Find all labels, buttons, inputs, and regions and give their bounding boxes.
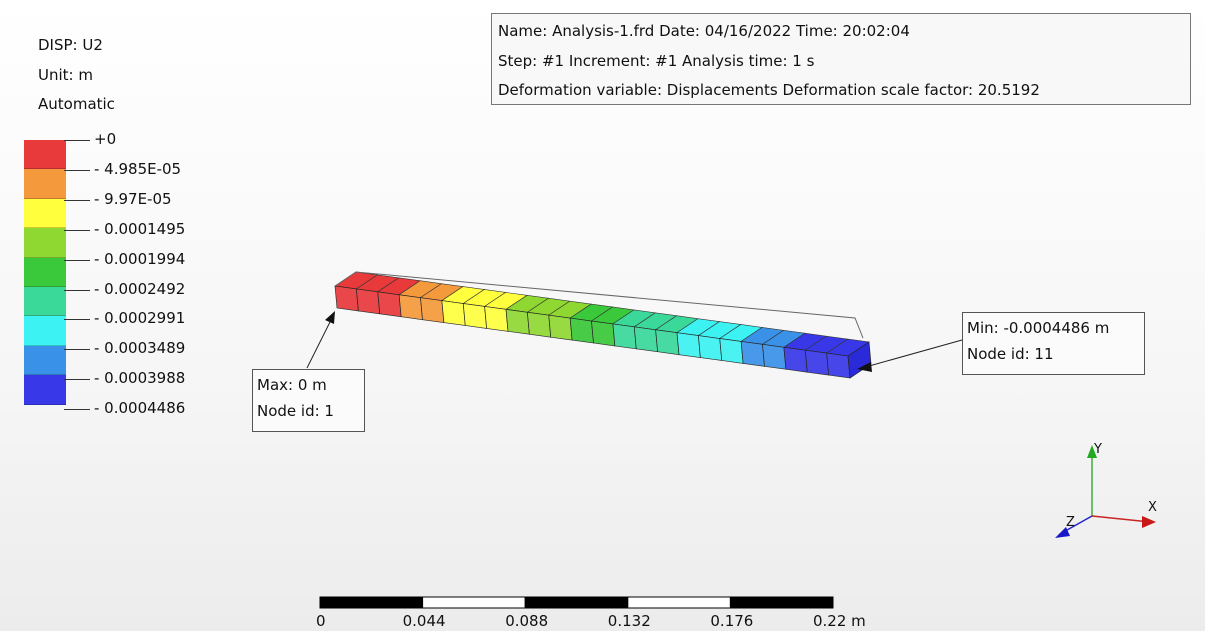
- beam-element-front: [612, 323, 637, 350]
- beam-element-front: [420, 297, 445, 323]
- triad-y-label: Y: [1094, 442, 1102, 457]
- beam-element-front: [804, 349, 830, 376]
- legend-tick-label: - 4.985E-05: [94, 159, 182, 178]
- legend-tick-mark: [64, 140, 90, 141]
- legend-tick-label: +0: [94, 130, 117, 148]
- legend-swatch: [24, 228, 66, 258]
- legend-tick-mark: [64, 319, 90, 321]
- legend-swatch: [24, 257, 66, 287]
- legend-swatch: [24, 345, 66, 376]
- legend-tick-mark: [64, 259, 90, 261]
- beam-element-front: [591, 320, 616, 347]
- legend-swatch: [24, 316, 66, 346]
- scale-bar-label: 0.22 m: [813, 612, 866, 630]
- scale-bar: [319, 596, 834, 609]
- info-name-date-time: Name: Analysis-1.frd Date: 04/16/2022 Ti…: [498, 22, 910, 40]
- triad-z-label: Z: [1066, 515, 1075, 530]
- min-arrow-line: [861, 339, 963, 369]
- beam-element-front: [762, 343, 787, 370]
- info-deformation: Deformation variable: Displacements Defo…: [498, 81, 1040, 99]
- legend-mode: Automatic: [38, 95, 115, 113]
- beam-element-front: [377, 291, 402, 318]
- legend-swatch: [24, 286, 66, 317]
- x-axis-arrow: [1142, 516, 1156, 528]
- beam-element-front: [441, 300, 466, 326]
- legend-tick-label: - 9.97E-05: [94, 189, 172, 208]
- undeformed-outline: [334, 271, 864, 339]
- legend-unit: Unit: m: [38, 66, 93, 84]
- legend-variable: DISP: U2: [38, 36, 103, 54]
- beam-element-front: [505, 308, 530, 335]
- min-callout: Min: -0.0004486 m Node id: 11: [962, 312, 1145, 375]
- legend-tick-label: - 0.0001495: [94, 219, 186, 238]
- legend-tick-label: - 0.0002492: [94, 279, 186, 298]
- beam-element-front: [484, 306, 509, 332]
- legend-tick-mark: [64, 379, 90, 381]
- max-value: Max: 0 m: [257, 376, 327, 394]
- beam-element-front: [783, 346, 808, 373]
- min-arrow-head: [857, 362, 872, 372]
- legend-tick-mark: [64, 409, 90, 411]
- scale-bar-label: 0.176: [710, 612, 754, 630]
- legend-tick-label: - 0.0004486: [94, 399, 186, 418]
- y-axis-arrow: [1087, 445, 1097, 458]
- legend-tick-mark: [64, 289, 90, 291]
- beam-element-front: [697, 335, 723, 361]
- legend-tick-mark: [64, 169, 90, 171]
- legend-tick-label: - 0.0001994: [94, 249, 186, 268]
- legend-tick-mark: [64, 229, 90, 231]
- triad-x-label: X: [1148, 500, 1157, 515]
- deformed-beam-mesh: [334, 271, 872, 379]
- scale-bar-segment: [319, 596, 424, 609]
- legend-swatch: [24, 198, 66, 229]
- beam-element-front: [398, 294, 423, 321]
- legend-tick-mark: [64, 349, 90, 351]
- beam-element-front: [334, 285, 359, 312]
- max-arrow-head: [325, 311, 335, 324]
- max-node-id: Node id: 1: [257, 402, 334, 420]
- orientation-triad: [1055, 445, 1156, 538]
- scale-bar-label: 0.088: [505, 612, 549, 630]
- legend-tick-label: - 0.0002991: [94, 309, 186, 328]
- beam-element-front: [740, 341, 765, 367]
- scale-bar-label: 0: [316, 612, 326, 630]
- beam-element-front: [569, 317, 594, 344]
- beam-element-front: [526, 311, 552, 338]
- legend-tick-label: - 0.0003988: [94, 369, 186, 388]
- beam-element-front: [676, 332, 701, 358]
- min-value: Min: -0.0004486 m: [967, 319, 1110, 337]
- scale-bar-segment: [422, 596, 526, 609]
- legend-tick-label: - 0.0003489: [94, 339, 186, 358]
- scale-bar-label: 0.044: [402, 612, 446, 630]
- color-legend-bar: [24, 140, 66, 405]
- legend-swatch: [24, 169, 66, 199]
- beam-element-front: [355, 288, 381, 315]
- scale-bar-segment: [524, 596, 629, 609]
- scale-bar-segment: [627, 596, 731, 609]
- legend-swatch: [24, 375, 66, 405]
- scale-bar-segment: [729, 596, 834, 609]
- legend-swatch: [24, 140, 66, 170]
- info-step-increment: Step: #1 Increment: #1 Analysis time: 1 …: [498, 52, 815, 70]
- max-callout: Max: 0 m Node id: 1: [252, 369, 365, 432]
- beam-element-front: [719, 338, 744, 364]
- min-node-id: Node id: 11: [967, 345, 1054, 363]
- beam-element-front: [462, 303, 488, 329]
- beam-element-front: [633, 326, 659, 353]
- max-arrow-line: [306, 315, 334, 369]
- analysis-info-box: Name: Analysis-1.frd Date: 04/16/2022 Ti…: [491, 13, 1191, 105]
- beam-element-front: [548, 314, 573, 341]
- scale-bar-label: 0.132: [607, 612, 651, 630]
- legend-tick-mark: [64, 199, 90, 201]
- z-axis-arrow: [1055, 527, 1070, 538]
- beam-element-front: [655, 329, 680, 356]
- beam-element-front: [826, 352, 851, 379]
